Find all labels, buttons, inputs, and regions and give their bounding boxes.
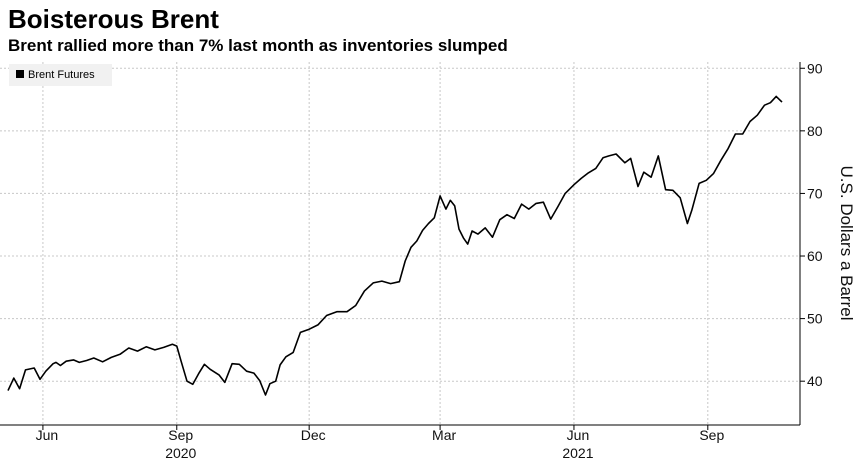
legend-box — [9, 64, 112, 86]
y-tick-label: 70 — [807, 185, 823, 201]
x-ticks: Jun Sep 2020 Dec Mar Jun 2021 Sep — [36, 425, 724, 461]
x-tick-label: Jun — [567, 427, 590, 443]
y-tick-label: 60 — [807, 248, 823, 264]
y-ticks: 40 50 60 70 80 90 — [800, 60, 823, 389]
y-tick-label: 80 — [807, 123, 823, 139]
x-tick-label: Jun — [36, 427, 59, 443]
legend-label: Brent Futures — [28, 69, 95, 81]
legend-swatch — [16, 70, 24, 78]
gridlines — [0, 62, 800, 425]
legend: Brent Futures — [9, 64, 112, 86]
x-tick-label: Dec — [301, 427, 326, 443]
x-tick-label: Mar — [432, 427, 456, 443]
x-tick-year-label: 2021 — [562, 445, 593, 461]
y-axis-label: U.S. Dollars a Barrel — [837, 166, 856, 321]
axes — [0, 62, 801, 426]
x-tick-label: Sep — [699, 427, 724, 443]
x-tick-label: Sep — [168, 427, 193, 443]
chart-title: Boisterous Brent — [8, 4, 219, 34]
x-tick-year-label: 2020 — [165, 445, 196, 461]
series-line-brent-futures — [7, 95, 783, 396]
y-tick-label: 90 — [807, 60, 823, 76]
chart-subtitle: Brent rallied more than 7% last month as… — [8, 36, 508, 55]
y-tick-label: 40 — [807, 373, 823, 389]
y-tick-label: 50 — [807, 311, 823, 327]
series-group — [7, 95, 783, 396]
